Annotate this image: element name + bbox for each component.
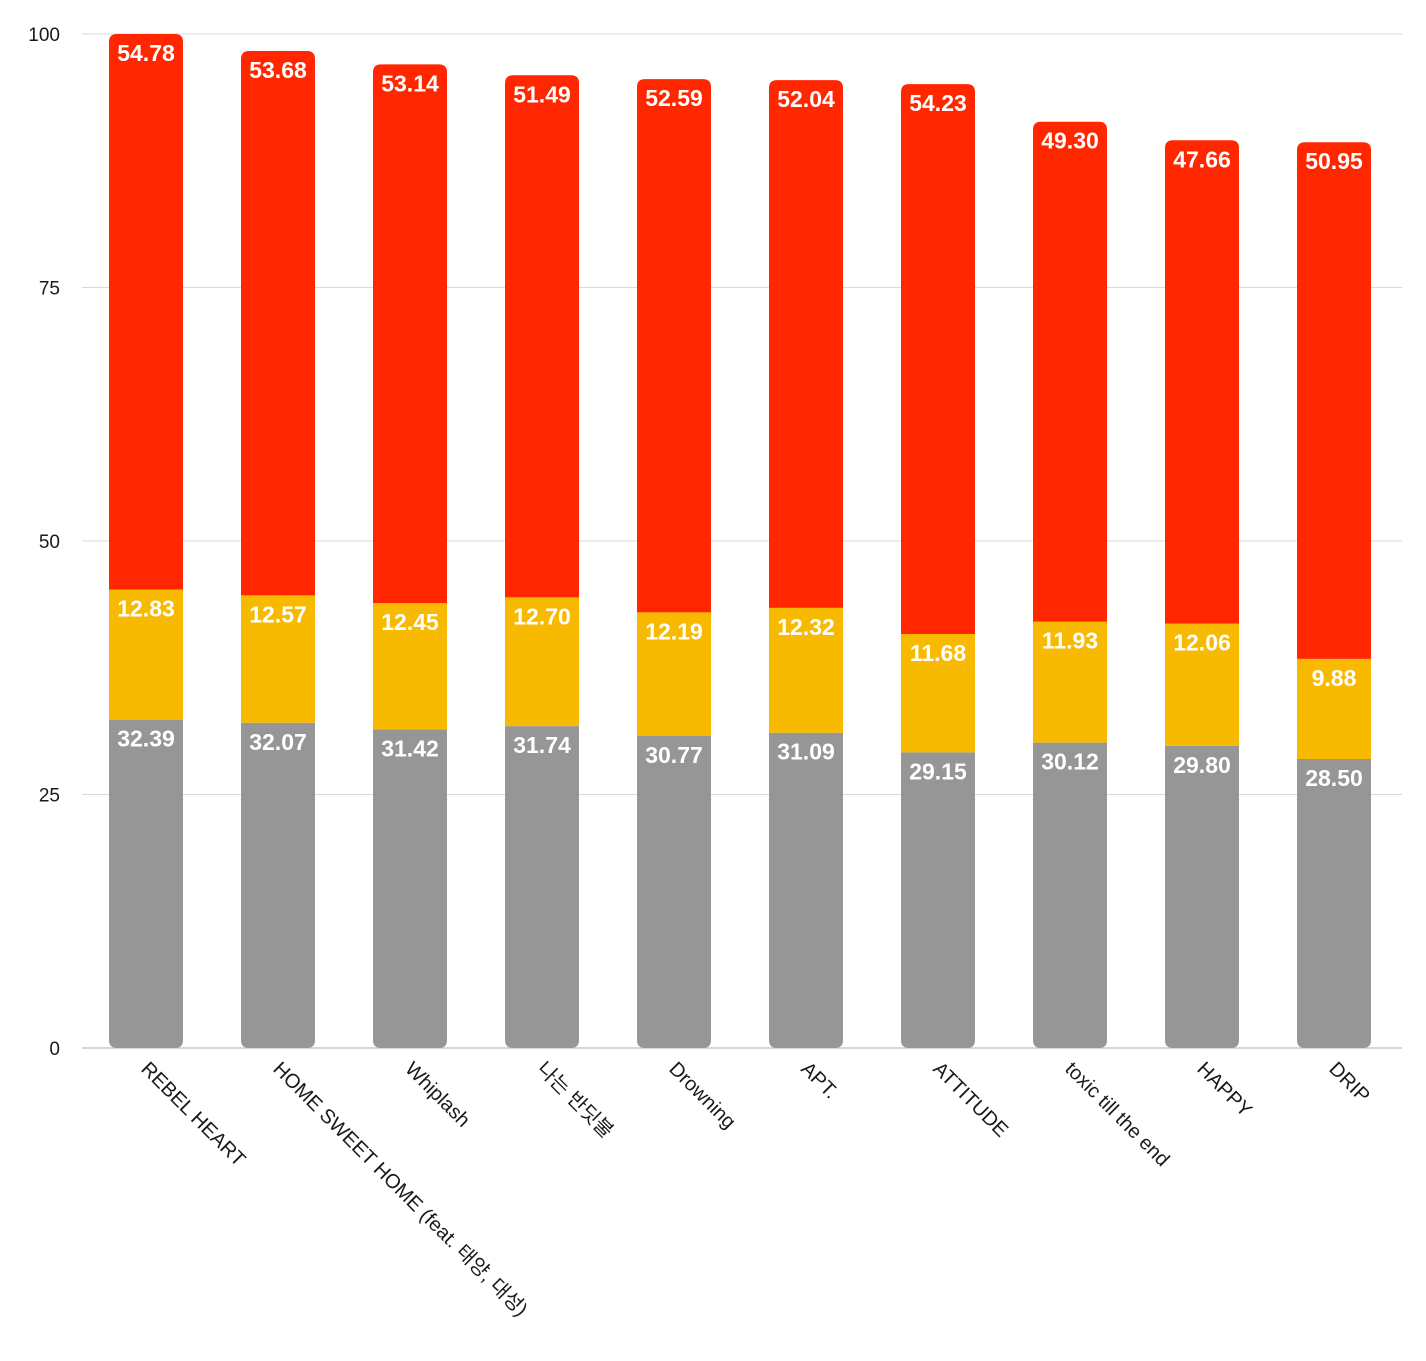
bar-stack [505,75,579,1048]
bar-stack [1165,140,1239,1048]
bar-segment [109,34,183,590]
data-label: 30.12 [1041,749,1099,775]
data-label: 29.80 [1173,752,1231,778]
bar-segment [241,722,315,1048]
data-label: 52.59 [645,85,703,111]
bar-segment [901,633,975,753]
data-labels-layer: 32.39 12.83 54.78 32.07 12.57 53.68 31.42 12.45… [117,40,1363,791]
data-label: 52.04 [777,86,835,112]
x-tick-label: REBEL HEART [136,1058,249,1171]
y-tick-label: 50 [39,532,60,553]
bar-segment [505,597,579,727]
data-label: 12.83 [117,595,175,621]
data-label: 54.78 [117,40,175,66]
data-label: 50.95 [1305,148,1363,174]
data-label: 32.39 [117,726,175,752]
bar-segment [637,79,711,613]
bar-segment [901,752,975,1048]
bars-layer [109,34,1371,1048]
x-tick-label: Drowning [664,1058,739,1133]
x-tick-label: HOME SWEET HOME (feat. 태양, 대성) [268,1057,532,1321]
x-tick-label: Whiplash [400,1058,474,1132]
data-label: 12.19 [645,618,703,644]
bar-segment [109,719,183,1048]
bar-stack [241,51,315,1048]
bar-segment [1297,759,1371,1048]
bar-segment [373,603,447,730]
bar-segment [241,595,315,723]
bar-segment [769,732,843,1048]
bar-stack [637,79,711,1048]
bar-segment [1165,140,1239,624]
data-label: 31.09 [777,739,835,765]
bar-stack [1297,142,1371,1048]
data-label: 49.30 [1041,128,1099,154]
x-tick-label: 나는 반딧불 [532,1057,617,1142]
bar-segment [505,75,579,598]
data-label: 47.66 [1173,146,1231,172]
x-tick-label: ATTITUDE [928,1058,1012,1142]
data-label: 11.93 [1042,628,1098,654]
bar-stack [1033,121,1107,1048]
data-label: 31.74 [513,732,571,758]
x-tick-label: toxic till the end [1060,1058,1173,1171]
bar-segment [901,84,975,634]
bar-segment [1165,745,1239,1048]
bar-segment [1033,742,1107,1048]
x-tick-label: APT. [796,1058,841,1103]
bar-segment [1297,658,1371,760]
data-label: 12.32 [777,614,835,640]
bar-segment [637,735,711,1048]
bar-segment [1033,621,1107,743]
bar-segment [373,729,447,1048]
bar-segment [769,80,843,608]
bar-stack [373,64,447,1048]
y-tick-label: 100 [28,25,60,46]
data-label: 12.06 [1173,630,1231,656]
data-label: 29.15 [909,758,967,784]
data-label: 28.50 [1305,765,1363,791]
data-label: 53.68 [249,57,307,83]
bar-stack [769,80,843,1048]
bar-stack [901,84,975,1048]
data-label: 53.14 [381,70,439,96]
x-axis: REBEL HEART HOME SWEET HOME (feat. 태양, 대성… [136,1057,1373,1321]
bar-segment [1033,121,1107,622]
y-tick-label: 0 [49,1039,60,1060]
bar-segment [637,612,711,736]
data-label: 32.07 [249,729,307,755]
data-label: 11.68 [910,640,966,666]
bar-segment [769,607,843,733]
data-label: 54.23 [909,90,967,116]
x-tick-label: HAPPY [1192,1058,1256,1122]
data-label: 51.49 [513,81,571,107]
bar-segment [1297,142,1371,659]
x-tick-label: DRIP [1324,1058,1373,1107]
data-label: 30.77 [645,742,703,768]
bar-segment [241,51,315,596]
data-label: 12.70 [513,603,571,629]
data-label: 12.57 [249,601,307,627]
bar-stack [109,34,183,1048]
y-tick-label: 75 [39,279,60,300]
bar-segment [373,64,447,604]
y-tick-label: 25 [39,786,60,807]
data-label: 9.88 [1312,665,1357,691]
data-label: 31.42 [381,735,439,761]
bar-segment [109,589,183,720]
bar-segment [505,726,579,1048]
data-label: 12.45 [381,609,439,635]
y-axis: 0 25 50 75 100 [28,25,60,1060]
bar-segment [1165,623,1239,746]
